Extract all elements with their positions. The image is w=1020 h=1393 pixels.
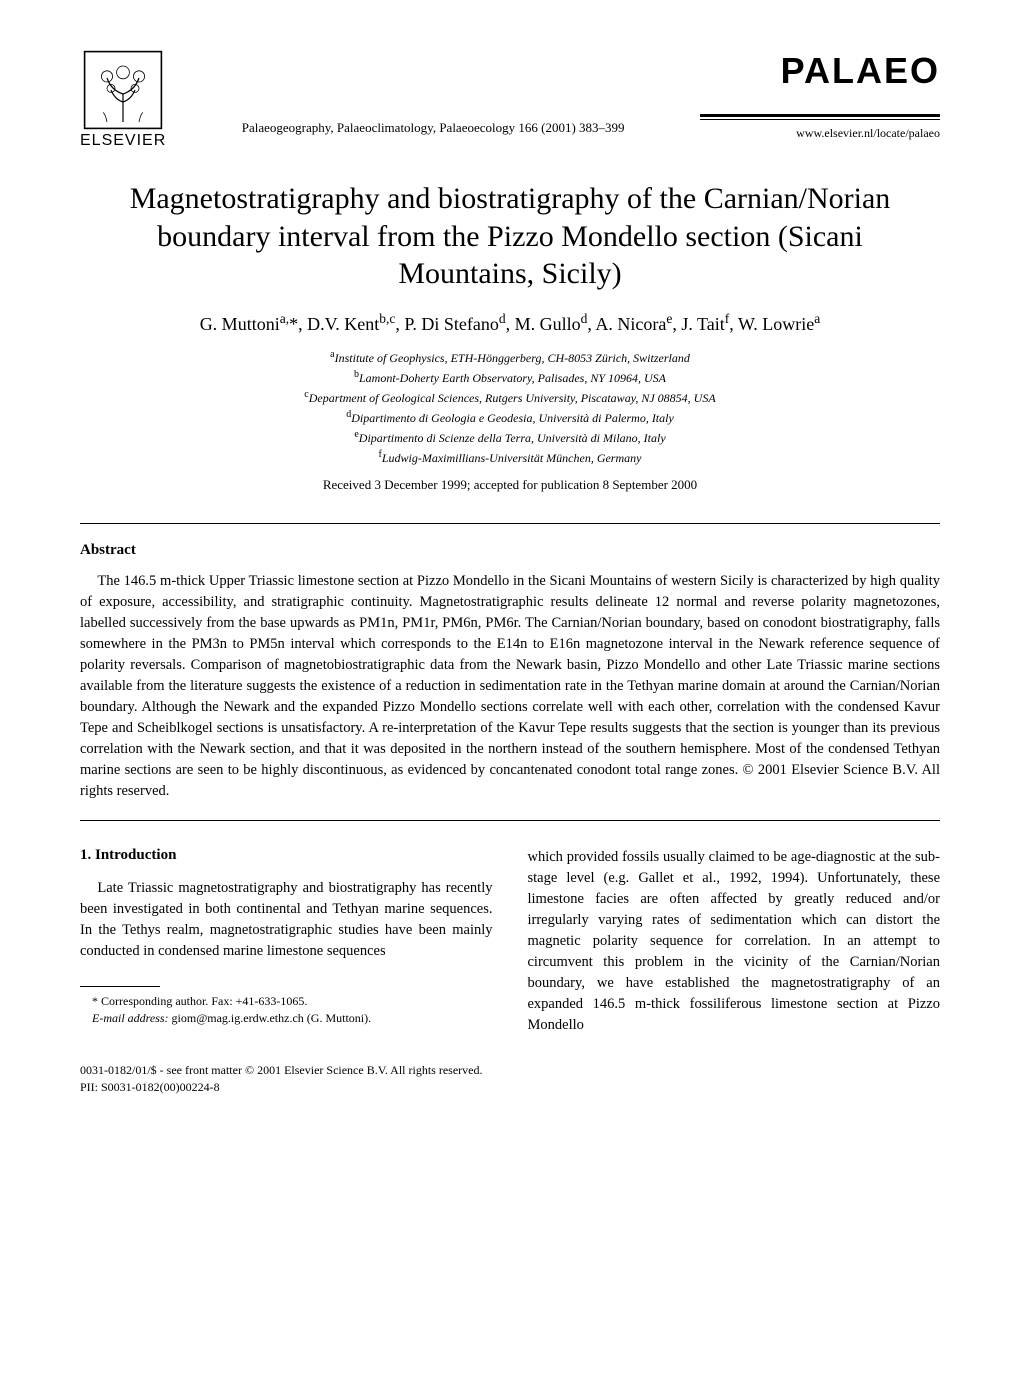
journal-reference: Palaeogeography, Palaeoclimatology, Pala…	[166, 50, 700, 136]
article-title: Magnetostratigraphy and biostratigraphy …	[100, 180, 920, 293]
publisher-logo: ELSEVIER	[80, 50, 166, 150]
footer-copyright: 0031-0182/01/$ - see front matter © 2001…	[80, 1062, 940, 1079]
journal-url: www.elsevier.nl/locate/palaeo	[700, 126, 940, 141]
right-column: which provided fossils usually claimed t…	[528, 847, 941, 1036]
rule-below-abstract	[80, 820, 940, 821]
authors-line: G. Muttonia,*, D.V. Kentb,c, P. Di Stefa…	[80, 311, 940, 335]
two-column-body: 1. Introduction Late Triassic magnetostr…	[80, 847, 940, 1036]
publisher-name: ELSEVIER	[80, 132, 166, 150]
received-line: Received 3 December 1999; accepted for p…	[80, 477, 940, 493]
page-header: ELSEVIER Palaeogeography, Palaeoclimatol…	[80, 50, 940, 150]
intro-left-paragraph: Late Triassic magnetostratigraphy and bi…	[80, 878, 493, 962]
journal-logo-block: PALAEO www.elsevier.nl/locate/palaeo	[700, 50, 940, 141]
footnote-corresponding: * Corresponding author. Fax: +41-633-106…	[80, 993, 493, 1010]
intro-right-paragraph: which provided fossils usually claimed t…	[528, 847, 941, 1036]
footnote-rule	[80, 986, 160, 987]
footnote-email: E-mail address: giom@mag.ig.erdw.ethz.ch…	[80, 1010, 493, 1027]
journal-rule-thin	[700, 119, 940, 120]
footnote-email-value: giom@mag.ig.erdw.ethz.ch (G. Muttoni).	[172, 1011, 372, 1025]
rule-above-abstract	[80, 523, 940, 524]
footer-block: 0031-0182/01/$ - see front matter © 2001…	[80, 1062, 940, 1096]
abstract-body: The 146.5 m-thick Upper Triassic limesto…	[80, 571, 940, 802]
journal-rule-thick	[700, 114, 940, 117]
left-column: 1. Introduction Late Triassic magnetostr…	[80, 847, 493, 1036]
affiliations-block: aInstitute of Geophysics, ETH-Hönggerber…	[80, 347, 940, 467]
abstract-heading: Abstract	[80, 542, 940, 559]
introduction-heading: 1. Introduction	[80, 847, 493, 864]
footer-pii: PII: S0031-0182(00)00224-8	[80, 1079, 940, 1096]
journal-logo-text: PALAEO	[700, 50, 940, 92]
elsevier-tree-icon	[83, 50, 163, 130]
footnote-email-label: E-mail address:	[92, 1011, 169, 1025]
